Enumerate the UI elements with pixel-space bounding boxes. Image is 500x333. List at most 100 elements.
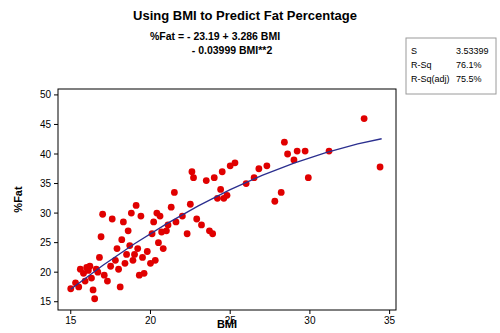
point <box>255 165 262 172</box>
point <box>157 213 164 220</box>
point <box>130 257 137 264</box>
point <box>361 115 368 122</box>
point <box>122 260 129 267</box>
point <box>160 245 167 252</box>
point <box>125 227 132 234</box>
x-axis-label: BMI <box>217 318 237 330</box>
y-tick <box>54 213 58 214</box>
point <box>155 239 162 246</box>
y-tick <box>54 94 58 95</box>
point <box>302 148 309 155</box>
point <box>123 251 130 258</box>
point <box>171 189 178 196</box>
point <box>109 216 116 223</box>
stat-value: 75.5% <box>456 74 482 84</box>
point <box>90 287 97 294</box>
stat-value: 76.1% <box>456 60 482 70</box>
point <box>217 186 224 193</box>
fit-line <box>71 139 382 290</box>
point <box>86 263 93 270</box>
x-tick <box>70 310 71 314</box>
stats-box <box>406 38 496 94</box>
point <box>141 270 148 277</box>
point <box>144 248 151 255</box>
plot-frame <box>58 89 396 310</box>
point <box>281 139 288 146</box>
point <box>128 210 135 217</box>
x-tick <box>389 310 390 314</box>
x-tick-label: 20 <box>145 315 157 326</box>
point <box>184 230 191 237</box>
y-tick <box>54 124 58 125</box>
point <box>284 151 291 158</box>
point <box>209 230 216 237</box>
point <box>99 211 106 218</box>
point <box>131 251 138 258</box>
x-tick <box>230 310 231 314</box>
chart: Using BMI to Predict Fat Percentage %Fat … <box>0 0 500 333</box>
y-tick <box>54 183 58 184</box>
point <box>150 219 157 226</box>
point <box>107 263 114 270</box>
point <box>138 213 145 220</box>
title: Using BMI to Predict Fat Percentage <box>133 8 357 23</box>
y-tick <box>54 154 58 155</box>
stat-label: R-Sq <box>411 60 432 70</box>
point <box>190 174 197 181</box>
point <box>152 257 159 264</box>
point <box>120 219 127 226</box>
point <box>114 245 121 252</box>
point <box>187 201 194 208</box>
point <box>189 168 196 175</box>
stat-value: 3.53399 <box>456 46 489 56</box>
point <box>294 148 301 155</box>
y-tick-label: 45 <box>40 119 52 130</box>
point <box>104 278 111 285</box>
point <box>263 162 270 169</box>
point <box>193 216 200 223</box>
point <box>98 233 105 240</box>
y-tick-label: 30 <box>40 208 52 219</box>
point <box>117 284 124 291</box>
point <box>377 164 384 171</box>
x-tick <box>309 310 310 314</box>
point <box>96 254 103 261</box>
y-tick-label: 15 <box>40 296 52 307</box>
point <box>101 272 108 279</box>
background <box>0 0 500 333</box>
x-tick <box>150 310 151 314</box>
point <box>305 174 312 181</box>
point <box>271 198 278 205</box>
point <box>219 168 226 175</box>
point <box>168 204 175 211</box>
x-tick-label: 35 <box>384 315 396 326</box>
point <box>118 236 125 243</box>
point <box>134 245 141 252</box>
point <box>203 177 210 184</box>
point <box>133 202 140 209</box>
subtitle: %Fat = - 23.19 + 3.286 BMI <box>150 30 280 42</box>
y-tick-label: 20 <box>40 267 52 278</box>
point <box>139 254 146 261</box>
x-tick-label: 30 <box>304 315 316 326</box>
stat-label: R-Sq(adj) <box>411 74 450 84</box>
x-tick-label: 15 <box>65 315 77 326</box>
subtitle: - 0.03999 BMI**2 <box>192 44 273 56</box>
y-tick <box>54 272 58 273</box>
y-tick-label: 35 <box>40 178 52 189</box>
y-tick <box>54 242 58 243</box>
y-tick-label: 25 <box>40 237 52 248</box>
y-tick-label: 50 <box>40 89 52 100</box>
point <box>91 295 98 302</box>
point <box>115 266 122 273</box>
stat-label: S <box>411 46 417 56</box>
point <box>163 227 170 234</box>
plot-marks <box>67 115 383 302</box>
y-tick-label: 40 <box>40 149 52 160</box>
point <box>198 222 205 229</box>
y-tick <box>54 301 58 302</box>
point <box>211 174 218 181</box>
point <box>232 159 239 166</box>
point <box>278 189 285 196</box>
y-axis-label: %Fat <box>12 186 24 213</box>
